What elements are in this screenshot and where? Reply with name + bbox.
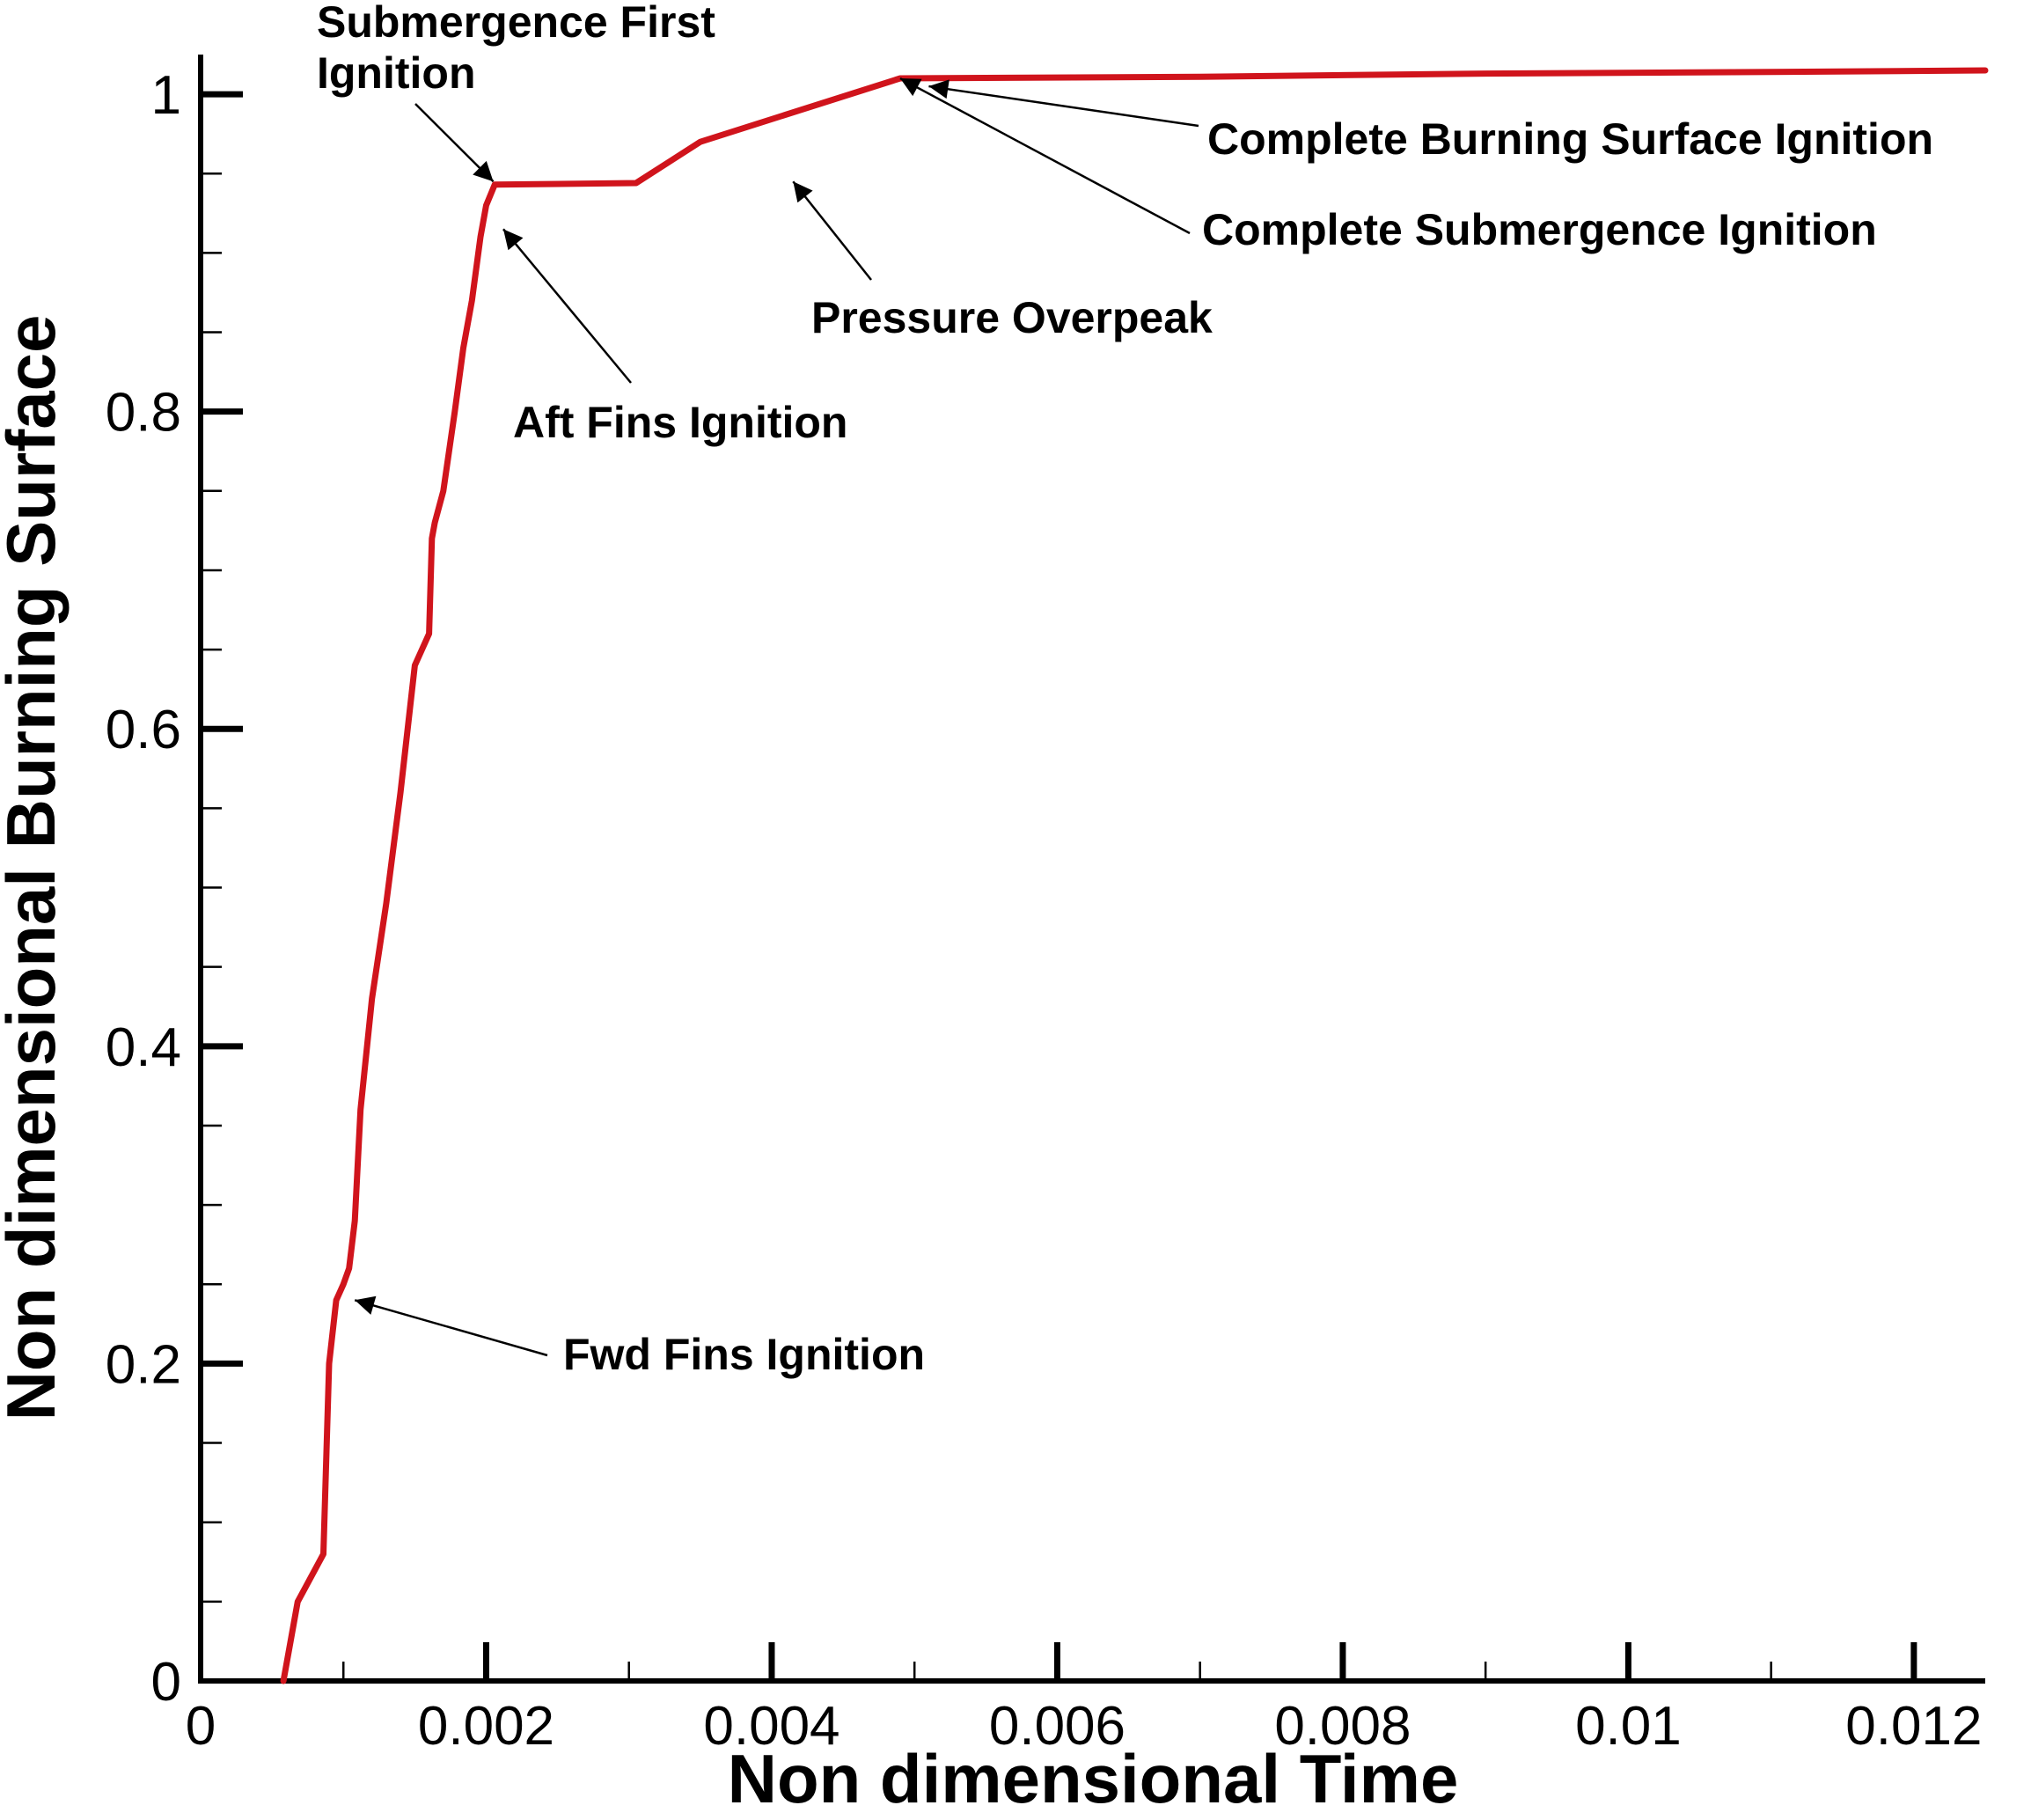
y-axis-title: Non dimensional Burning Surface bbox=[0, 315, 70, 1421]
x-tick-label: 0.002 bbox=[418, 1696, 554, 1757]
annotation-arrow bbox=[502, 228, 632, 384]
y-tick-label: 0.8 bbox=[106, 383, 181, 444]
annotation-label: Fwd Fins Ignition bbox=[563, 1330, 925, 1379]
x-tick-label: 0 bbox=[186, 1696, 216, 1757]
x-tick-label: 0.01 bbox=[1575, 1696, 1682, 1757]
annotation-label: Aft Fins Ignition bbox=[513, 398, 847, 447]
annotation-label: Complete Submergence Ignition bbox=[1202, 205, 1877, 254]
annotation-arrow bbox=[414, 103, 495, 183]
annotation: Fwd Fins Ignition bbox=[354, 1295, 925, 1379]
y-tick-label: 0.4 bbox=[106, 1017, 181, 1078]
annotation-label: Pressure Overpeak bbox=[811, 293, 1213, 342]
y-tick-label: 1 bbox=[151, 65, 181, 126]
y-tick-label: 0.6 bbox=[106, 700, 181, 760]
x-axis-title: Non dimensional Time bbox=[728, 1740, 1459, 1817]
annotation-label: Ignition bbox=[317, 48, 476, 98]
annotation-label: Submergence First bbox=[317, 0, 715, 47]
annotation: Pressure Overpeak bbox=[792, 180, 1213, 342]
annotation-arrow bbox=[792, 180, 872, 281]
x-tick-label: 0.012 bbox=[1845, 1696, 1982, 1757]
annotation: Complete Burning Surface Ignition bbox=[928, 79, 1933, 164]
x-tick-label: 0.004 bbox=[703, 1696, 840, 1757]
y-tick-label: 0.2 bbox=[106, 1334, 181, 1395]
annotation: Complete Submergence Ignition bbox=[899, 77, 1877, 254]
annotation-arrow bbox=[928, 79, 1199, 128]
x-tick-label: 0.008 bbox=[1274, 1696, 1411, 1757]
annotation-arrow bbox=[899, 77, 1191, 235]
annotation-label: Complete Burning Surface Ignition bbox=[1207, 114, 1933, 164]
x-ticks: 0 0.002 0.004 0.006 0.008 0.01 0.012 bbox=[186, 1642, 1982, 1757]
x-tick-label: 0.006 bbox=[989, 1696, 1125, 1757]
series-line bbox=[280, 67, 1989, 1684]
annotation: Aft Fins Ignition bbox=[502, 228, 847, 447]
y-tick-label: 0 bbox=[151, 1652, 181, 1713]
y-ticks: 0 0.2 0.4 0.6 0.8 1 bbox=[106, 65, 243, 1713]
axes bbox=[198, 55, 1985, 1684]
series-layer bbox=[280, 67, 1989, 1684]
annotation-arrow bbox=[354, 1295, 548, 1357]
